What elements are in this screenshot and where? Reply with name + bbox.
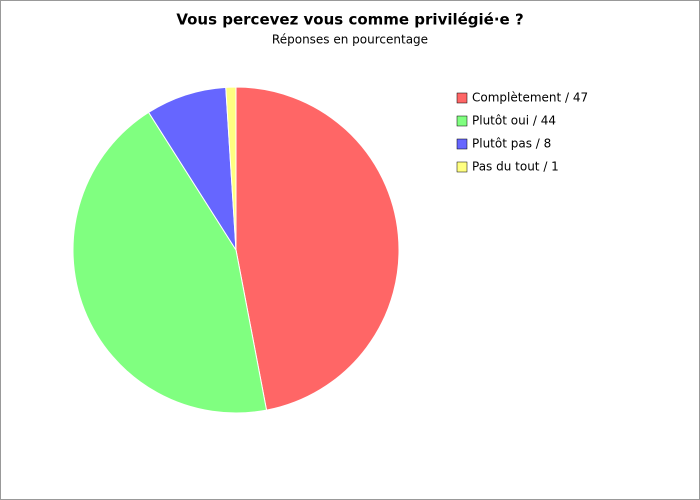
legend-swatch xyxy=(456,138,468,150)
legend-label: Pas du tout / 1 xyxy=(472,160,559,174)
chart-title: Vous percevez vous comme privilégié·e ? xyxy=(176,11,523,29)
chart-subtitle: Réponses en pourcentage xyxy=(272,33,428,47)
legend-swatch xyxy=(456,161,468,173)
legend-swatch xyxy=(456,115,468,127)
legend-swatch xyxy=(456,92,468,104)
legend-label: Complètement / 47 xyxy=(472,91,588,105)
pie-slice xyxy=(235,86,400,411)
pie-slice xyxy=(225,86,237,251)
legend-label: Plutôt pas / 8 xyxy=(472,137,551,151)
legend-label: Plutôt oui / 44 xyxy=(472,114,556,128)
pie-slice xyxy=(72,111,268,414)
